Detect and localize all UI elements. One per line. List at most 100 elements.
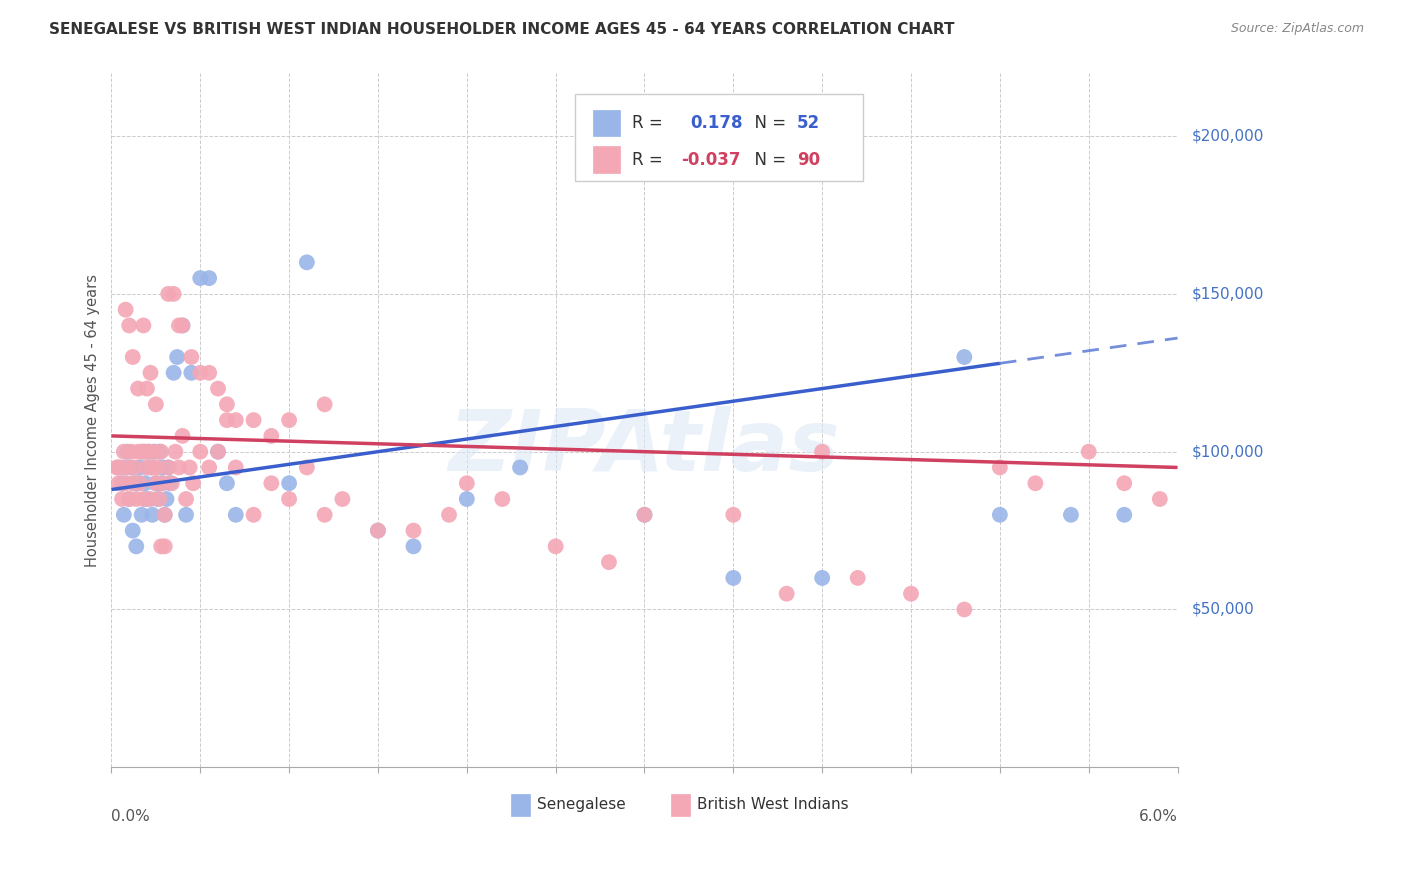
Point (112, 508, 135, 522)
Point (295, 255, 318, 269)
Text: 0.178: 0.178 (690, 114, 742, 132)
Point (172, 318, 194, 333)
Text: ZIPAtlas: ZIPAtlas (449, 407, 841, 490)
Point (1060, 508, 1083, 522)
Text: N =: N = (744, 114, 792, 132)
Point (314, 397, 336, 411)
Point (155, 491, 177, 506)
Point (157, 460, 180, 475)
Point (134, 476, 156, 491)
Text: R =: R = (631, 151, 668, 169)
Point (278, 413, 301, 427)
Text: R =: R = (631, 114, 678, 132)
Point (633, 508, 655, 522)
Point (132, 444, 155, 458)
Point (146, 491, 169, 506)
Point (127, 476, 149, 491)
Point (1114, 508, 1136, 522)
Text: -0.037: -0.037 (681, 151, 740, 169)
Point (131, 508, 153, 522)
Point (141, 508, 163, 522)
FancyBboxPatch shape (593, 146, 620, 173)
Text: $200,000: $200,000 (1192, 128, 1264, 144)
Point (124, 460, 146, 475)
FancyBboxPatch shape (671, 794, 690, 816)
Point (160, 476, 183, 491)
Point (112, 444, 135, 458)
Point (134, 444, 156, 458)
Point (165, 444, 187, 458)
Point (143, 444, 166, 458)
Point (128, 476, 150, 491)
Point (110, 460, 132, 475)
Point (402, 524, 425, 538)
Text: $50,000: $50,000 (1192, 602, 1254, 617)
Point (138, 444, 160, 458)
Point (207, 444, 229, 458)
Point (456, 491, 478, 506)
Point (157, 286, 180, 301)
Point (491, 491, 513, 506)
Point (152, 476, 174, 491)
Point (121, 524, 143, 538)
Point (107, 460, 129, 475)
Text: 0.0%: 0.0% (111, 809, 150, 824)
Point (198, 366, 221, 380)
Point (174, 491, 197, 506)
Point (162, 286, 184, 301)
Text: $150,000: $150,000 (1192, 286, 1264, 301)
Text: Source: ZipAtlas.com: Source: ZipAtlas.com (1230, 22, 1364, 36)
Point (367, 524, 389, 538)
Point (180, 366, 202, 380)
Point (117, 444, 139, 458)
Point (260, 429, 283, 443)
Point (121, 476, 143, 491)
Point (846, 571, 869, 585)
Text: 6.0%: 6.0% (1139, 809, 1178, 824)
Point (314, 508, 336, 522)
Point (188, 271, 211, 285)
Point (900, 587, 922, 601)
Point (456, 476, 478, 491)
Y-axis label: Householder Income Ages 45 - 64 years: Householder Income Ages 45 - 64 years (86, 274, 100, 566)
Point (207, 444, 229, 458)
FancyBboxPatch shape (575, 94, 863, 180)
Point (179, 460, 201, 475)
Point (114, 302, 136, 317)
Text: 90: 90 (797, 151, 820, 169)
Point (111, 491, 134, 506)
Point (260, 476, 283, 491)
Point (136, 491, 159, 506)
Point (143, 444, 166, 458)
Point (153, 508, 176, 522)
Point (141, 460, 163, 475)
Point (225, 460, 247, 475)
Point (509, 460, 531, 475)
Point (138, 444, 160, 458)
Point (118, 491, 141, 506)
Point (117, 460, 139, 475)
Point (136, 382, 159, 396)
Point (148, 491, 170, 506)
Point (118, 491, 141, 506)
Point (139, 366, 162, 380)
Point (132, 318, 155, 333)
Point (145, 476, 167, 491)
Point (166, 350, 188, 364)
Point (1077, 444, 1099, 458)
Text: $100,000: $100,000 (1192, 444, 1264, 459)
Point (723, 571, 745, 585)
Point (167, 460, 190, 475)
Point (146, 460, 169, 475)
Point (242, 508, 264, 522)
Point (114, 460, 136, 475)
Point (128, 460, 150, 475)
Point (332, 491, 354, 506)
FancyBboxPatch shape (512, 794, 530, 816)
Point (181, 476, 204, 491)
Point (150, 476, 173, 491)
FancyBboxPatch shape (593, 110, 620, 136)
Text: 52: 52 (797, 114, 820, 132)
Point (105, 460, 128, 475)
Point (988, 508, 1011, 522)
